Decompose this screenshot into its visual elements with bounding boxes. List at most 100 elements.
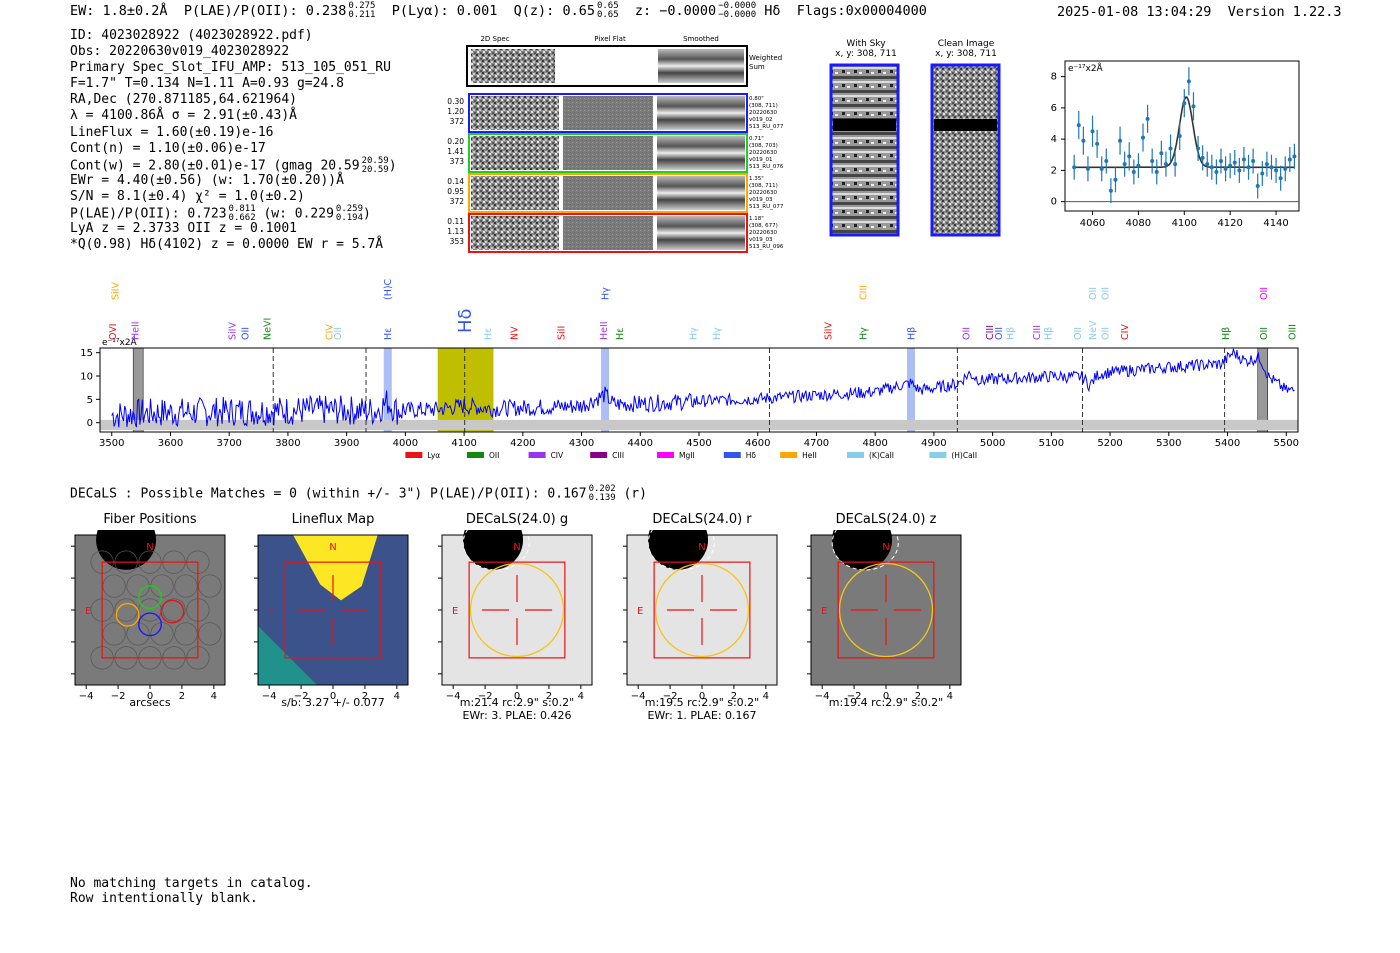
plae2-hi: 0.811 (228, 204, 256, 215)
bright-source (96, 530, 157, 570)
spectrum-y-tick-label: 0 (87, 418, 93, 429)
spectrum-line-band (906, 348, 915, 432)
info-line: Cont(w) = 2.80(±0.01)e-17 (gmag 20.59 20.… (70, 155, 397, 175)
spectral-line-name: Hγ (688, 327, 699, 340)
spectral-line-label: OII (333, 327, 344, 340)
info-line: LineFlux = 1.60(±0.19)e-16 (70, 124, 274, 140)
zoom-data-point (1072, 165, 1077, 170)
cutout-right-label: 1.35" (749, 176, 764, 182)
with-sky-coords: x, y: 308, 711 (835, 49, 897, 59)
cutout-right-label: 513_RU_077 (749, 204, 784, 210)
weighted-2dspec (471, 49, 555, 83)
qz-value: Q(z): 0.65 (513, 3, 595, 19)
panel-x-tick-label: 0 (883, 691, 889, 702)
panel-image: NE−4−4−2−2002244 (623, 530, 778, 702)
zoom-x-tick-label: 4140 (1263, 218, 1288, 229)
spectral-line-label: CIII (1032, 325, 1043, 340)
compass-east: E (637, 606, 643, 617)
cutout-pixelflat (563, 136, 653, 170)
compass-east: E (821, 606, 827, 617)
zoom-data-point (1191, 104, 1196, 109)
spectral-line-label: Hγ (688, 327, 699, 340)
panel-title: DECaLS(24.0) z (835, 512, 937, 527)
zoom-y-tick-label: 0 (1051, 197, 1057, 208)
legend-swatch (723, 452, 741, 458)
spectral-line-name: OII (994, 327, 1005, 340)
panel-title: DECaLS(24.0) r (652, 512, 752, 527)
decals-lo: 0.139 (588, 493, 616, 503)
cutout-left-label: 0.20 (447, 137, 464, 146)
plae-lo: 0.211 (348, 10, 376, 20)
panel-x-tick-label: 2 (731, 691, 737, 702)
spectral-line-name: OII (962, 327, 973, 340)
cutout-left-label: 0.14 (447, 177, 464, 186)
bright-source (463, 530, 524, 570)
spectrum-x-tick-label: 4100 (451, 438, 476, 449)
panel-x-tick-label: 2 (362, 691, 368, 702)
info-line: ID: 4023028922 (4023028922.pdf) (70, 28, 313, 43)
spectral-line-name: Hγ (859, 327, 870, 340)
spectral-line-name: SiII (556, 326, 567, 340)
spectral-line-label: Hγ (712, 327, 723, 340)
spectral-line-name: HeII (599, 321, 610, 340)
z-value: z: −0.0000 (634, 3, 717, 19)
spectral-line-name: CIII (1032, 325, 1043, 340)
spectrum-x-tick-label: 4700 (804, 438, 829, 449)
clean-image (930, 63, 1001, 237)
lineflux-bright-region (293, 535, 378, 601)
plae-hi: 0.275 (348, 1, 376, 11)
cutout-left-label: 372 (450, 117, 465, 126)
panel-x-tick-label: 0 (699, 691, 705, 702)
spectral-line-name: SiIV (111, 282, 122, 300)
aperture-circle (469, 562, 565, 658)
spectral-line-name: NV (509, 326, 520, 340)
spectral-line-label: OII (1259, 287, 1270, 300)
cutout-left-label: 0.95 (447, 187, 464, 196)
aperture-circle (654, 562, 750, 658)
zoom-data-point (1131, 169, 1136, 174)
legend-label: OII (489, 451, 499, 460)
fiber-highlight (115, 602, 140, 627)
spectrum-x-tick-label: 4500 (686, 438, 711, 449)
compass-north: N (882, 542, 889, 553)
timestamp: 2025-01-08 13:04:29 (1057, 4, 1212, 20)
zoom-y-tick-label: 4 (1051, 134, 1057, 145)
legend-label: Hδ (746, 451, 757, 460)
zoom-data-point (1255, 184, 1260, 188)
compass-north: N (698, 542, 705, 553)
spectral-line-label: Hε (615, 328, 626, 340)
spectral-line-name: CIII (859, 285, 870, 300)
info-line: S/N = 8.1(±0.4) χ² = 1.0(±0.2) (70, 188, 305, 204)
spectrum-y-tick-label: 10 (80, 372, 93, 383)
plae2-lo: 0.662 (228, 213, 256, 224)
zoom-data-point (1108, 188, 1113, 193)
panel-title: Lineflux Map (291, 512, 375, 527)
clean-image-band (934, 119, 997, 131)
cutout-right-label: 1.18" (749, 216, 764, 222)
spectrum-y-tick-label: 15 (80, 348, 93, 359)
zoom-data-point (1219, 159, 1223, 163)
panel-image: NE−4−4−2−2002244 (71, 530, 226, 702)
spectrum-noise-floor (100, 419, 1298, 431)
zoom-axes-frame (1064, 60, 1300, 212)
spectrum-x-tick-label: 3900 (334, 438, 359, 449)
panel-title: DECaLS(24.0) g (465, 512, 569, 527)
zoom-data-point (1186, 79, 1191, 84)
spectral-line-label: Hδ (455, 308, 476, 333)
zoom-data-point (1292, 154, 1297, 159)
weighted-sum-label-2: Sum (749, 63, 765, 71)
cutout-2dspec (471, 96, 559, 130)
spectral-line-label: CIII (859, 285, 870, 300)
spectral-line-name: Hδ (455, 308, 476, 333)
spectrum-x-tick-label: 5400 (1215, 438, 1240, 449)
compass-north: N (146, 542, 153, 553)
zoom-data-point (1241, 157, 1246, 162)
col-title-pixelflat: Pixel Flat (594, 35, 626, 43)
panel-caption: m:19.4 rc:2.9" s:0.2" (806, 696, 966, 710)
fiber-outline (102, 574, 126, 598)
spectral-line-label: SiIV (824, 322, 835, 340)
spectral-line-name: Hβ (1044, 327, 1055, 340)
full-spectrum-chart: 3500 3600 3700 3800 3900 4000 4100 4200 4300 4400… (80, 278, 1299, 460)
bright-source (648, 530, 709, 570)
